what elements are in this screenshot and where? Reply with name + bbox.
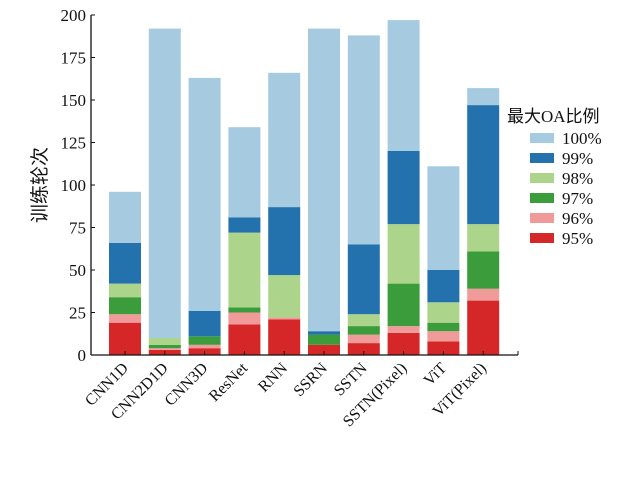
bar-segment-ResNet-100% xyxy=(228,127,261,218)
y-tick-label: 50 xyxy=(69,261,86,280)
bar-segment-CNN2D1D-100% xyxy=(148,28,181,338)
bar-segment-CNN1D-100% xyxy=(109,191,141,243)
bar-segment-SSTN-98% xyxy=(347,314,380,327)
bar-segment-CNN1D-97% xyxy=(109,297,141,315)
bar-segment-SSTN-95% xyxy=(347,343,380,355)
legend-label: 100% xyxy=(562,129,602,148)
bar-segment-CNN2D1D-96% xyxy=(148,348,181,350)
bar-segment-ViT(Pixel)-96% xyxy=(467,288,500,301)
bar-segment-RNN-99% xyxy=(268,207,301,276)
y-tick-label: 100 xyxy=(61,176,87,195)
legend-label: 97% xyxy=(562,189,593,208)
bar-segment-RNN-96% xyxy=(268,317,301,320)
bar-segment-ResNet-99% xyxy=(228,217,261,233)
y-tick-label: 25 xyxy=(69,304,86,323)
bar-segment-SSTN(Pixel)-100% xyxy=(387,20,420,151)
bar-segment-CNN1D-98% xyxy=(109,283,141,298)
legend-label: 96% xyxy=(562,209,593,228)
y-axis-label: 训练轮次 xyxy=(29,147,51,223)
legend-swatch-97% xyxy=(530,193,554,203)
bar-segment-ViT-97% xyxy=(427,322,460,332)
bar-segment-SSTN(Pixel)-97% xyxy=(387,283,420,327)
bar-segment-CNN2D1D-98% xyxy=(148,338,181,345)
bar-segment-SSRN-99% xyxy=(308,331,340,335)
bar-segment-ViT-98% xyxy=(427,302,460,323)
bar-segment-SSTN(Pixel)-96% xyxy=(387,326,420,333)
bar-segment-ResNet-97% xyxy=(228,307,261,313)
bar-segment-CNN2D1D-97% xyxy=(148,344,181,349)
y-tick-label: 125 xyxy=(61,134,87,153)
bar-segment-CNN1D-99% xyxy=(109,242,141,284)
bar-segment-RNN-100% xyxy=(268,72,301,208)
bar-segment-SSTN(Pixel)-99% xyxy=(387,151,420,225)
bar-segment-ViT-100% xyxy=(427,166,460,270)
bar-segment-CNN3D-99% xyxy=(188,310,221,337)
bar-segment-RNN-95% xyxy=(268,319,301,355)
x-tick-label: CNN3D xyxy=(162,360,212,410)
bar-segment-CNN1D-95% xyxy=(109,322,141,355)
bar-segment-RNN-98% xyxy=(268,275,301,318)
legend-swatch-99% xyxy=(530,153,554,163)
bar-segment-SSTN-96% xyxy=(347,334,380,344)
bar-segment-CNN3D-100% xyxy=(188,77,221,311)
bar-segment-CNN3D-96% xyxy=(188,344,221,349)
legend-swatch-100% xyxy=(530,133,554,143)
legend-swatch-98% xyxy=(530,173,554,183)
y-tick-label: 150 xyxy=(61,91,87,110)
x-tick-label: ViT xyxy=(421,360,451,390)
bar-segment-SSTN-97% xyxy=(347,326,380,335)
bar-segment-ViT-99% xyxy=(427,270,460,303)
bar-segment-ResNet-96% xyxy=(228,312,261,325)
bar-segment-SSRN-95% xyxy=(308,344,340,355)
bar-segment-SSRN-97% xyxy=(308,334,340,345)
bar-segment-ResNet-98% xyxy=(228,232,261,308)
legend-label: 98% xyxy=(562,169,593,188)
bar-segment-CNN3D-97% xyxy=(188,336,221,345)
bar-segment-SSRN-100% xyxy=(308,28,340,332)
y-tick-label: 75 xyxy=(69,219,86,238)
bar-segment-ViT(Pixel)-98% xyxy=(467,224,500,252)
legend-title: 最大OA比例 xyxy=(507,107,600,126)
legend-label: 95% xyxy=(562,229,593,248)
x-tick-label: SSRN xyxy=(291,359,332,400)
x-tick-label: ResNet xyxy=(206,359,252,405)
bar-segment-SSTN-100% xyxy=(347,35,380,245)
bar-segment-ViT(Pixel)-95% xyxy=(467,300,500,355)
bar-segment-SSTN(Pixel)-98% xyxy=(387,224,420,284)
y-tick-label: 175 xyxy=(61,49,87,68)
legend-swatch-95% xyxy=(530,233,554,243)
legend-label: 99% xyxy=(562,149,593,168)
bar-segment-ViT(Pixel)-97% xyxy=(467,251,500,289)
bar-segment-ResNet-95% xyxy=(228,324,261,355)
x-tick-label: RNN xyxy=(255,359,291,395)
y-tick-label: 0 xyxy=(78,346,87,365)
bar-segment-ViT(Pixel)-99% xyxy=(467,105,500,225)
bar-segment-SSTN-99% xyxy=(347,244,380,315)
y-tick-label: 200 xyxy=(61,6,87,25)
legend-swatch-96% xyxy=(530,213,554,223)
bar-segment-ViT-96% xyxy=(427,331,460,342)
bar-segment-ViT-95% xyxy=(427,341,460,355)
bar-segment-SSTN(Pixel)-95% xyxy=(387,332,420,355)
bar-segment-CNN1D-96% xyxy=(109,314,141,323)
bar-segment-ViT(Pixel)-100% xyxy=(467,88,500,106)
